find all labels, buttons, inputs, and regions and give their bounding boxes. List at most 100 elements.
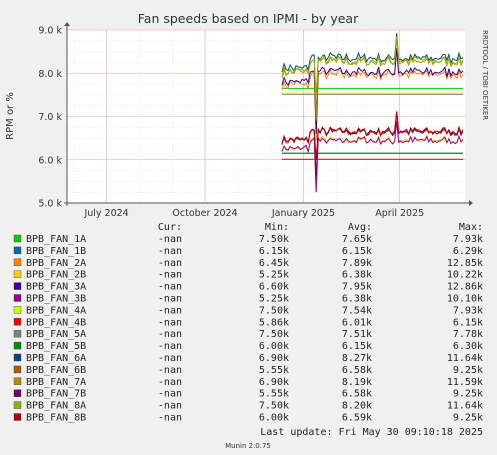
legend-value: -nan [158,234,182,245]
series-line-bpb-fan-3b [281,121,464,193]
legend-value: 7.95k [342,282,372,293]
legend-value: -nan [158,389,182,400]
legend-swatch [13,234,22,243]
legend-value: 7.54k [342,305,372,316]
legend-value: 9.25k [453,413,483,424]
legend: Cur: Min: Avg: Max: BPB_FAN_1A -nan 7.50k 7.65k… [13,222,483,424]
legend-value: 7.78k [453,329,483,340]
legend-value: 7.50k [259,234,289,245]
legend-swatch [13,401,22,409]
y-axis-arrow [64,22,70,26]
last-update-text: Last update: Fri May 30 09:10:18 2025 [260,427,483,438]
legend-value: -nan [158,317,182,328]
legend-value: 6.38k [342,294,372,305]
axes [64,22,473,206]
legend-value: 9.25k [453,365,483,376]
x-tick-label: April 2025 [375,208,424,219]
legend-value: 6.58k [342,365,372,376]
legend-series-name: BPB_FAN_6B [26,365,86,376]
legend-series-name: BPB_FAN_5B [26,341,86,352]
legend-value: 5.55k [259,365,289,376]
legend-series-name: BPB_FAN_8A [26,401,86,412]
legend-value: -nan [158,377,182,388]
legend-value: 10.10k [447,294,483,305]
y-tick-label: 6.0 k [38,155,62,166]
legend-value: 6.01k [342,317,372,328]
legend-series-name: BPB_FAN_7B [26,389,86,400]
series-line-bpb-fan-3a [281,47,464,134]
legend-series-name: BPB_FAN_1A [26,234,86,245]
legend-series-name: BPB_FAN_8B [26,413,86,424]
legend-value: 6.38k [342,270,372,281]
munin-version: Munin 2.0.75 [225,442,271,450]
legend-value: 6.90k [259,353,289,364]
rrdtool-watermark: RRDTOOL / TOBI OETIKER [481,30,489,120]
legend-swatch [13,318,22,326]
legend-value: 6.00k [259,413,289,424]
legend-swatch [13,413,22,421]
legend-value: 6.15k [342,246,372,257]
x-tick-label: July 2024 [83,208,128,219]
legend-series-name: BPB_FAN_7A [26,377,86,388]
legend-column-header: Avg: [348,222,372,233]
legend-value: 5.25k [259,294,289,305]
legend-value: -nan [158,282,182,293]
y-tick-label: 5.0 k [38,199,62,210]
x-tick-label: January 2025 [271,208,335,219]
legend-value: 6.45k [259,258,289,269]
legend-value: 8.27k [342,353,372,364]
series-line-bpb-fan-8b [281,111,464,160]
legend-value: 7.50k [259,329,289,340]
legend-value: 7.50k [259,305,289,316]
legend-value: 6.00k [259,341,289,352]
legend-series-name: BPB_FAN_2A [26,258,86,269]
legend-value: 6.58k [342,389,372,400]
legend-value: -nan [158,353,182,364]
x-tick-label: October 2024 [172,208,237,219]
legend-value: 5.86k [259,317,289,328]
legend-value: 6.15k [259,246,289,257]
legend-series-name: BPB_FAN_2B [26,270,86,281]
legend-value: -nan [158,341,182,352]
legend-value: 9.25k [453,389,483,400]
legend-value: -nan [158,329,182,340]
legend-value: 5.55k [259,389,289,400]
legend-series-name: BPB_FAN_6A [26,353,86,364]
legend-value: -nan [158,270,182,281]
legend-value: -nan [158,305,182,316]
legend-value: 12.86k [447,282,483,293]
series-lines [281,32,464,193]
legend-swatch [13,330,22,338]
y-tick-label: 8.0 k [38,69,62,80]
legend-swatch [13,270,22,278]
legend-swatch [13,306,22,314]
legend-value: -nan [158,294,182,305]
legend-value: 8.19k [342,377,372,388]
legend-value: 8.20k [342,401,372,412]
legend-series-name: BPB_FAN_3A [26,282,86,293]
legend-value: -nan [158,246,182,257]
legend-value: 5.25k [259,270,289,281]
legend-value: 6.60k [259,282,289,293]
chart-title: Fan speeds based on IPMI - by year [138,11,359,26]
legend-swatch [13,377,22,385]
legend-series-name: BPB_FAN_1B [26,246,86,257]
legend-series-name: BPB_FAN_4A [26,305,86,316]
y-tick-label: 9.0 k [38,26,62,37]
legend-value: 10.22k [447,270,483,281]
legend-value: 7.65k [342,234,372,245]
legend-swatch [13,341,22,350]
legend-value: 6.59k [342,413,372,424]
legend-column-header: Max: [459,222,483,233]
legend-value: -nan [158,365,182,376]
grid-lines [67,29,465,204]
y-tick-label: 7.0 k [38,112,62,123]
legend-value: 11.59k [447,377,483,388]
legend-value: 12.85k [447,258,483,269]
legend-swatch [13,246,22,255]
legend-series-name: BPB_FAN_4B [26,317,86,328]
series-line-bpb-fan-6a [281,32,464,121]
legend-value: 6.30k [453,341,483,352]
legend-value: -nan [158,258,182,269]
